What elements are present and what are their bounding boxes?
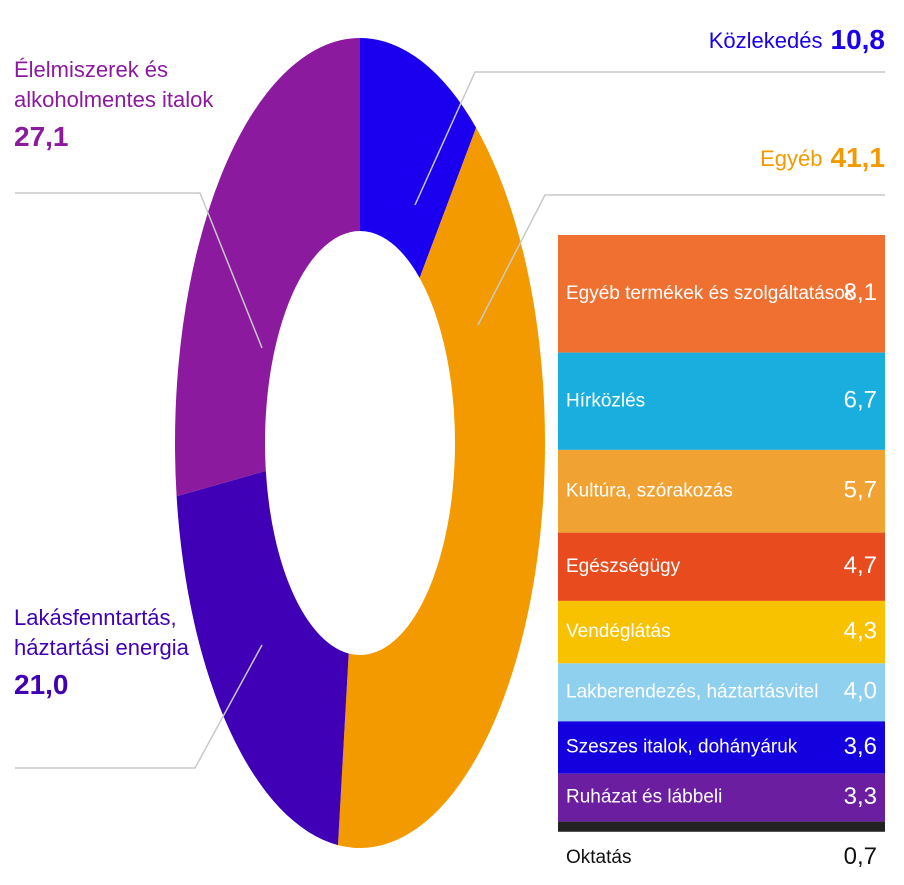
segment-value: 8,1 — [844, 279, 877, 306]
segment-name: Egészségügy — [566, 556, 681, 577]
bar-segment — [558, 449, 885, 533]
slice-value: 10,8 — [831, 24, 886, 55]
segment-name: Oktatás — [566, 847, 631, 868]
segment-name: Hírközlés — [566, 390, 645, 411]
segment-value: 6,7 — [844, 387, 877, 414]
bar-segment — [558, 721, 885, 774]
bar-segment — [558, 773, 885, 822]
slice-value: 41,1 — [831, 142, 886, 173]
segment-value: 4,3 — [844, 617, 877, 644]
segment-name: Vendéglátás — [566, 621, 671, 642]
leader-lines — [15, 71, 885, 769]
bar-segment — [558, 235, 885, 353]
bar-segment — [558, 352, 885, 450]
leader-line — [15, 192, 263, 349]
segment-value: 0,7 — [844, 843, 877, 870]
slice-value: 27,1 — [14, 121, 69, 152]
bar-segment — [558, 663, 885, 722]
segment-name: Egyéb termékek és szolgáltatások — [566, 283, 855, 304]
leader-line — [15, 644, 263, 769]
slice-name: Közlekedés — [709, 28, 823, 53]
slice-name: Egyéb — [760, 146, 822, 171]
bar-segment — [558, 600, 885, 664]
bar-segment — [558, 821, 885, 832]
slice-label: Egyéb 41,1 — [760, 142, 885, 173]
segment-name: Kultúra, szórakozás — [566, 480, 733, 501]
segment-value: 3,6 — [844, 733, 877, 760]
donut-slice — [175, 38, 360, 497]
slice-label: Lakásfenntartás, háztartási energia 21,0 — [14, 603, 214, 707]
segment-value: 5,7 — [844, 477, 877, 504]
leader-line — [477, 194, 885, 326]
slice-label: Élelmiszerek és alkoholmentes italok 27,1 — [14, 55, 246, 159]
segment-value: 4,7 — [844, 552, 877, 579]
slice-name: Lakásfenntartás, háztartási energia — [14, 605, 189, 660]
slice-name: Élelmiszerek és alkoholmentes italok — [14, 57, 214, 112]
donut-slice — [176, 470, 349, 846]
donut-slice — [360, 38, 477, 278]
leader-line — [414, 71, 885, 206]
segment-name: Szeszes italok, dohányáruk — [566, 737, 798, 758]
segment-value: 4,0 — [844, 678, 877, 705]
donut-slice — [337, 127, 545, 848]
slice-value: 21,0 — [14, 669, 69, 700]
slice-label: Közlekedés 10,8 — [709, 24, 885, 55]
segment-name: Ruházat és lábbeli — [566, 787, 722, 808]
segment-name: Lakberendezés, háztartásvitel — [566, 681, 818, 702]
bar-segment — [558, 532, 885, 601]
segment-value: 3,3 — [844, 783, 877, 810]
